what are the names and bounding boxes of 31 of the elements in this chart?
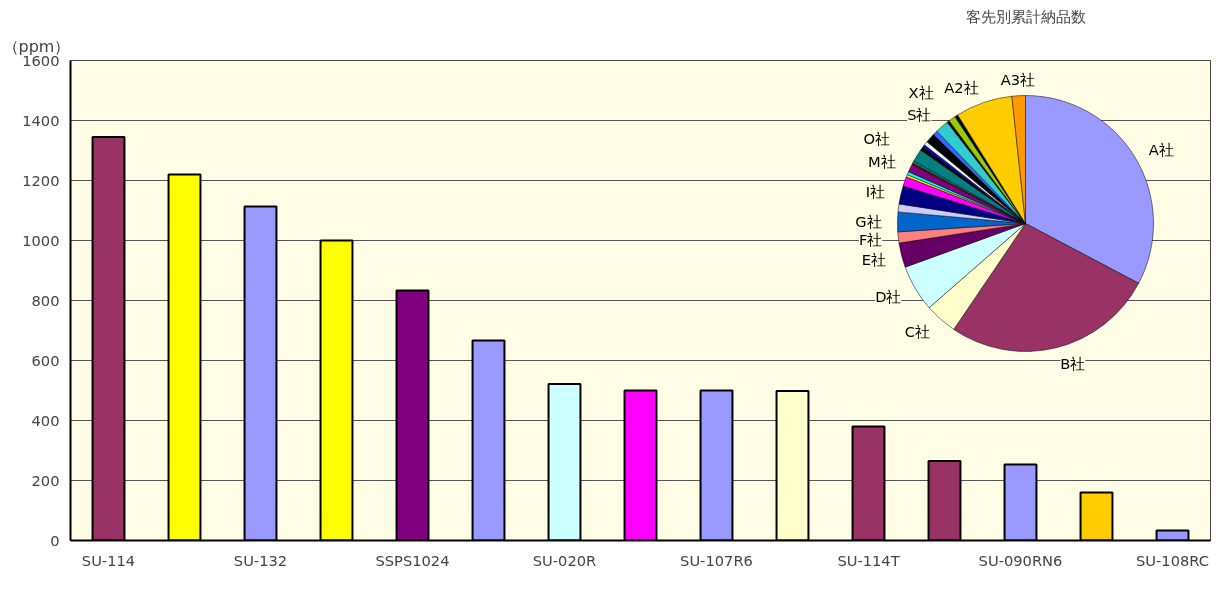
y-tick-label: 1200 [22,171,60,189]
slice-label: D社 [875,288,902,306]
slice-label: F社 [858,230,883,248]
slice-label: A2社 [944,78,979,96]
slice-label: X社 [908,83,934,101]
x-tick-label: SU-132 [233,551,288,569]
x-tick-label: SU-107R6 [680,551,753,569]
x-tick-label: SU-108RC [1136,551,1209,569]
slice-label: A3社 [1000,71,1036,89]
slice-label: S社 [907,105,932,123]
slice-label: B社 [1060,354,1086,372]
slice-label: C社 [904,322,931,340]
y-tick-label: 800 [31,291,60,309]
slice-label: M社 [868,152,896,170]
y-tick-label: 400 [31,411,60,429]
x-tick-label: SSPS1024 [375,551,450,569]
slice-label: G社 [855,213,882,231]
slice-label: I社 [865,182,886,200]
y-tick-label: 1400 [22,111,60,129]
slice-label: A社 [1148,140,1174,158]
x-tick-label: SU-090RN6 [978,551,1063,569]
slice-label: O社 [863,129,891,147]
x-tick-label: SU-020R [532,551,597,569]
x-tick-label: SU-114T [837,551,900,569]
y-tick-label: 600 [31,351,60,369]
chart-title: 客先別累計納品数 [965,7,1086,25]
y-tick-label: 200 [31,471,60,489]
y-tick-label: 1000 [22,231,60,249]
y-tick-label: 0 [50,531,60,549]
slice-label: E社 [861,250,887,268]
x-tick-label: SU-114 [81,551,136,569]
